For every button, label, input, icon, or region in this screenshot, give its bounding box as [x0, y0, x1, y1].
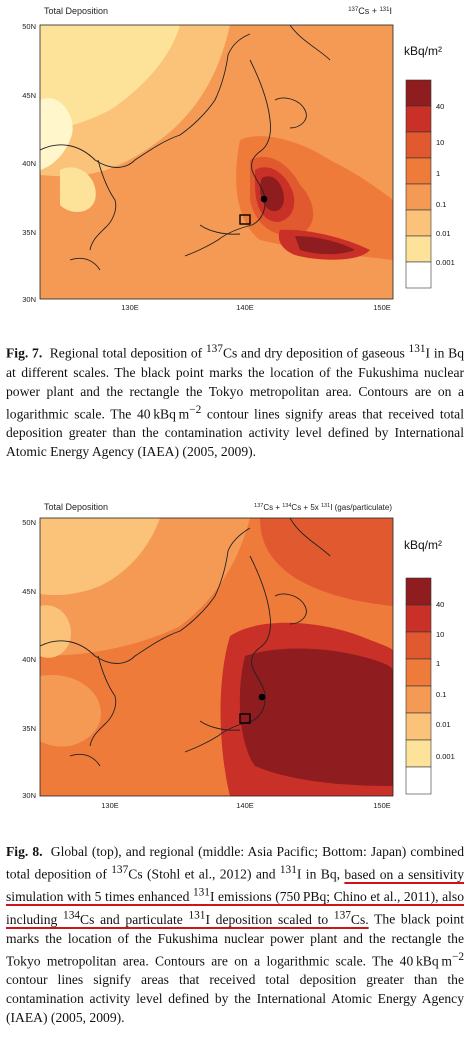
fig7-legend-label: 40 — [436, 102, 444, 111]
fig8-ytick: 50N — [22, 518, 36, 527]
fig7-ytick: 35N — [22, 228, 36, 237]
fig7-contour-field — [40, 25, 393, 299]
fig8-ytick: 45N — [22, 587, 36, 596]
fig8-contour-field — [40, 518, 393, 796]
fig7-header-left: Total Deposition — [44, 6, 108, 16]
fig8-legend-label: 10 — [436, 630, 444, 639]
fig7-caption-label: Fig. 7. — [6, 345, 43, 361]
fig7-xtick: 140E — [236, 303, 254, 312]
fig8-unit: kBq/m² — [404, 538, 442, 552]
fig8-legend-label: 40 — [436, 600, 444, 609]
fig7-legend-label: 0.1 — [436, 200, 446, 209]
fig8-legend-label: 0.1 — [436, 690, 446, 699]
fig7-ytick: 30N — [22, 295, 36, 304]
fig8-legend-label: 1 — [436, 659, 440, 668]
fig7-legend-label: 1 — [436, 169, 440, 178]
fig8-map: Total Deposition 137Cs + 134Cs + 5x 131I… — [22, 502, 455, 810]
fig7-legend-label: 0.001 — [436, 258, 455, 267]
fig7-caption: Fig. 7. Regional total deposition of 137… — [6, 343, 465, 460]
fig7-unit: kBq/m² — [404, 44, 442, 58]
fig8-xtick: 140E — [236, 801, 254, 810]
fig7-ytick: 40N — [22, 159, 36, 168]
fig7-fukushima-point — [260, 195, 268, 203]
fig8-caption-label: Fig. 8. — [6, 844, 43, 859]
fig7-xtick: 150E — [373, 303, 391, 312]
fig8-legend-label: 0.001 — [436, 752, 455, 761]
fig7-tokyo-rectangle — [239, 214, 251, 225]
fig7-ytick: 45N — [22, 91, 36, 100]
fig7-map: Total Deposition 137Cs + 131I — [22, 6, 455, 312]
fig8-xtick: 130E — [101, 801, 119, 810]
fig8-header-left: Total Deposition — [44, 502, 108, 512]
fig8-fukushima-point — [258, 693, 266, 701]
fig8-ytick: 35N — [22, 724, 36, 733]
fig8-tokyo-rectangle — [239, 713, 251, 724]
fig8-ytick: 30N — [22, 791, 36, 800]
fig8-legend-label: 0.01 — [436, 720, 451, 729]
fig8-ytick: 40N — [22, 655, 36, 664]
fig7-legend — [405, 79, 432, 289]
fig7-xtick: 130E — [121, 303, 139, 312]
fig8-xtick: 150E — [373, 801, 391, 810]
fig8-header-right: 137Cs + 134Cs + 5x 131I (gas/particulate… — [254, 503, 392, 512]
fig7-legend-label: 10 — [436, 138, 444, 147]
fig7-legend-label: 0.01 — [436, 229, 451, 238]
fig7-header-right: 137Cs + 131I — [348, 6, 392, 16]
fig8-caption: Fig. 8. Global (top), and regional (midd… — [6, 844, 465, 1026]
fig8-legend — [405, 577, 432, 795]
fig7-ytick: 50N — [22, 22, 36, 31]
